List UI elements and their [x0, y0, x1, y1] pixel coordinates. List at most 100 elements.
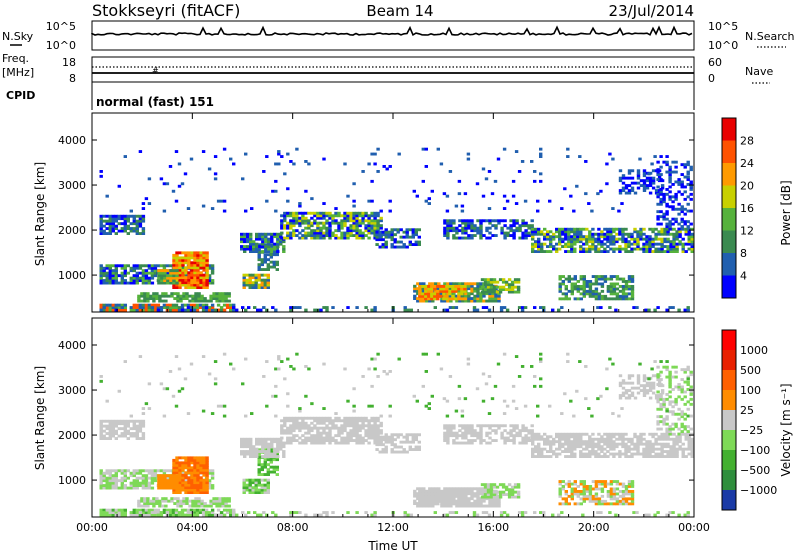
velocity-cell: [393, 433, 397, 437]
power-cell: [193, 281, 197, 285]
velocity-cell: [205, 468, 209, 472]
power-cell: [448, 297, 452, 301]
power-cell: [558, 297, 562, 301]
velocity-cell: [258, 450, 262, 453]
power-cell: [373, 236, 377, 240]
power-cell: [340, 226, 344, 230]
power-cell: [163, 281, 167, 285]
velocity-cell: [491, 424, 495, 428]
power-cell: [189, 308, 194, 312]
power-cell: [588, 237, 592, 241]
power-cell: [172, 276, 176, 280]
power-cell: [135, 303, 139, 307]
velocity-cell: [609, 440, 613, 444]
power-cell: [187, 266, 191, 270]
power-cell: [266, 286, 270, 289]
power-cell: [467, 224, 471, 228]
power-cell: [537, 250, 541, 253]
velocity-cell: [178, 491, 182, 494]
velocity-cell: [483, 495, 488, 499]
velocity-cell: [355, 429, 359, 433]
power-cell: [271, 189, 275, 193]
power-cell: [158, 299, 162, 303]
power-cell: [582, 282, 586, 286]
power-cell: [666, 250, 670, 253]
velocity-cell: [358, 429, 362, 433]
velocity-cell: [248, 491, 252, 494]
power-cell: [273, 232, 277, 236]
power-cell: [651, 186, 656, 190]
power-cell: [187, 283, 191, 287]
velocity-cell: [135, 486, 139, 490]
power-cell: [686, 160, 690, 164]
velocity-cell: [381, 448, 385, 451]
velocity-cell: [430, 502, 434, 506]
power-cell: [358, 229, 362, 233]
power-cell: [225, 306, 230, 309]
power-cell: [108, 222, 112, 226]
power-cell: [159, 177, 164, 181]
power-cell: [340, 224, 344, 228]
power-cell: [603, 294, 608, 298]
power-cell: [304, 308, 308, 312]
power-cell: [378, 235, 382, 239]
power-cell: [252, 240, 256, 244]
power-cell: [576, 289, 580, 293]
power-cell: [99, 214, 103, 218]
velocity-cell: [509, 429, 513, 433]
velocity-cell: [424, 497, 428, 501]
velocity-cell: [376, 429, 380, 433]
velocity-cell: [387, 438, 391, 442]
velocity-cell: [286, 441, 290, 445]
power-cell: [199, 263, 203, 267]
power-cell: [205, 258, 209, 262]
power-cell: [416, 287, 420, 291]
velocity-cell: [636, 452, 640, 456]
power-cell: [141, 271, 146, 275]
power-cell: [266, 283, 270, 287]
velocity-cell: [479, 426, 483, 430]
velocity-cell: [172, 468, 176, 472]
velocity-cell: [473, 434, 477, 438]
velocity-cell: [282, 445, 286, 449]
velocity-cell: [205, 466, 209, 470]
power-cell: [424, 297, 428, 301]
power-cell: [193, 263, 197, 267]
velocity-cell: [464, 436, 468, 440]
velocity-cell: [564, 440, 568, 444]
power-cell: [617, 209, 621, 213]
power-cell: [657, 250, 661, 253]
velocity-cell: [147, 486, 152, 490]
velocity-cell: [672, 445, 676, 449]
power-cell: [135, 308, 139, 312]
velocity-cell: [451, 502, 455, 506]
power-cell: [322, 306, 326, 309]
power-cell: [310, 224, 314, 228]
velocity-cell: [543, 455, 547, 458]
power-cell: [165, 303, 170, 307]
velocity-cell: [464, 431, 468, 435]
power-cell: [502, 207, 507, 210]
power-cell: [274, 179, 278, 183]
velocity-cell: [594, 452, 598, 456]
power-cell: [588, 294, 593, 298]
velocity-cell: [216, 513, 221, 517]
power-cell: [143, 292, 147, 296]
power-cell: [624, 297, 629, 301]
power-cell: [232, 303, 236, 307]
velocity-cell: [178, 478, 182, 482]
velocity-cell: [633, 445, 637, 449]
power-cell: [172, 283, 176, 287]
velocity-cell: [579, 432, 583, 436]
power-cell: [172, 253, 176, 257]
velocity-cell: [325, 426, 329, 430]
velocity-cell: [494, 429, 498, 433]
power-cell: [191, 297, 195, 300]
velocity-cell: [187, 463, 191, 467]
power-cell: [618, 230, 622, 234]
velocity-cell: [414, 448, 418, 451]
power-cell: [408, 240, 412, 244]
power-cell: [624, 186, 629, 190]
velocity-cell: [442, 497, 446, 501]
power-cell: [422, 299, 426, 303]
